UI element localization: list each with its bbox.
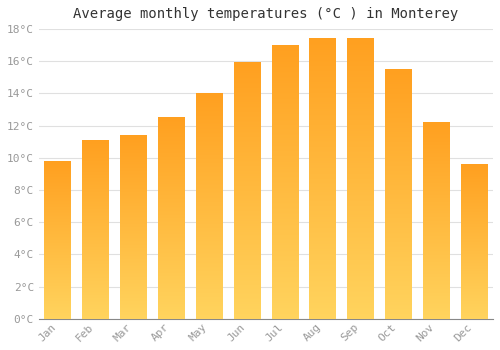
Title: Average monthly temperatures (°C ) in Monterey: Average monthly temperatures (°C ) in Mo… bbox=[74, 7, 458, 21]
